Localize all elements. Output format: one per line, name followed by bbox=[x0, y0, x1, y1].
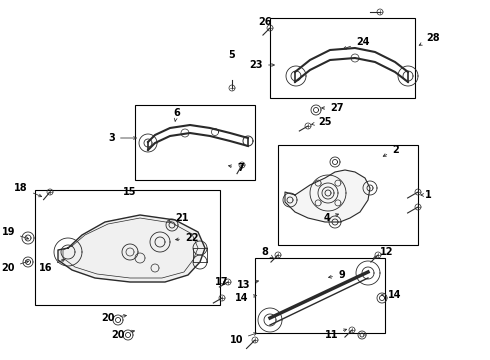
Text: 14: 14 bbox=[235, 293, 256, 303]
Text: 19: 19 bbox=[1, 227, 28, 239]
Bar bbox=[35, 190, 220, 305]
Text: 23: 23 bbox=[249, 60, 274, 70]
Text: 28: 28 bbox=[419, 33, 440, 45]
Text: 5: 5 bbox=[229, 50, 235, 60]
Text: 17: 17 bbox=[215, 277, 228, 287]
Text: 14: 14 bbox=[382, 290, 401, 300]
Text: 25: 25 bbox=[312, 117, 332, 127]
Text: 10: 10 bbox=[229, 333, 257, 345]
Text: 8: 8 bbox=[261, 247, 273, 258]
Text: 16: 16 bbox=[39, 259, 65, 273]
Text: 26: 26 bbox=[258, 17, 272, 27]
Text: 11: 11 bbox=[324, 329, 346, 340]
Text: 20: 20 bbox=[101, 313, 126, 323]
Bar bbox=[255, 258, 385, 333]
Text: 6: 6 bbox=[173, 108, 180, 121]
Text: 2: 2 bbox=[383, 145, 399, 156]
Text: 20: 20 bbox=[1, 261, 28, 273]
Text: 21: 21 bbox=[169, 213, 189, 223]
Text: 18: 18 bbox=[14, 183, 42, 197]
Text: 22: 22 bbox=[175, 233, 198, 243]
Bar bbox=[135, 105, 255, 180]
Text: 20: 20 bbox=[112, 330, 134, 340]
Bar bbox=[278, 145, 418, 245]
Text: 13: 13 bbox=[237, 280, 259, 290]
Polygon shape bbox=[58, 215, 205, 282]
Bar bbox=[270, 18, 415, 98]
Text: 4: 4 bbox=[323, 213, 339, 223]
Text: 3: 3 bbox=[108, 133, 136, 143]
Text: 15: 15 bbox=[123, 187, 137, 197]
Polygon shape bbox=[285, 170, 370, 222]
Text: 27: 27 bbox=[321, 103, 343, 113]
Text: 24: 24 bbox=[343, 37, 369, 49]
Text: 7: 7 bbox=[228, 163, 244, 173]
Text: 12: 12 bbox=[373, 247, 393, 258]
Text: 1: 1 bbox=[421, 190, 432, 200]
Text: 9: 9 bbox=[329, 270, 345, 280]
